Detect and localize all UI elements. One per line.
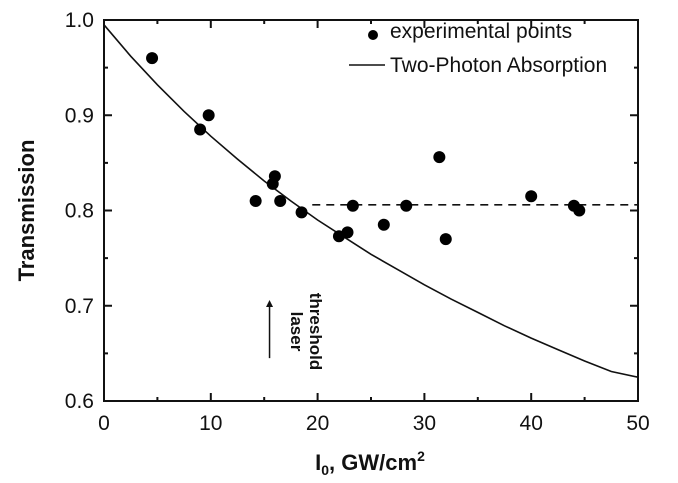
data-point xyxy=(295,206,308,219)
y-tick-label: 1.0 xyxy=(65,9,94,32)
legend: experimental points Two-Photon Absorption xyxy=(349,20,607,77)
x-tick-label: 20 xyxy=(306,412,329,435)
data-point xyxy=(268,170,281,183)
annotation-text-group: laser threshold xyxy=(287,293,325,370)
annotation-arrow-head xyxy=(266,300,274,308)
annotation: laser threshold xyxy=(266,293,325,370)
data-point xyxy=(346,199,359,212)
data-point xyxy=(146,52,159,65)
legend-label-points: experimental points xyxy=(390,20,572,43)
data-point xyxy=(194,123,207,136)
y-tick-label: 0.6 xyxy=(65,390,94,413)
data-point xyxy=(400,199,413,212)
points-layer xyxy=(146,52,586,246)
y-tick-label: 0.8 xyxy=(65,200,94,223)
curve-layer xyxy=(103,24,639,378)
annotation-text-line2: threshold xyxy=(306,293,325,370)
annotation-text-line1: laser xyxy=(287,312,306,352)
data-point xyxy=(439,233,452,246)
data-point xyxy=(377,218,390,231)
data-point xyxy=(433,151,446,164)
y-tick-label: 0.7 xyxy=(65,295,94,318)
two-photon-absorption-curve xyxy=(103,24,639,378)
plot-frame xyxy=(103,19,639,402)
x-tick-label: 30 xyxy=(413,412,436,435)
x-tick-label: 10 xyxy=(199,412,222,435)
data-point xyxy=(274,194,287,207)
legend-marker-points xyxy=(368,30,378,40)
data-point xyxy=(202,109,215,122)
data-point xyxy=(341,226,354,239)
y-axis-title: Transmission xyxy=(14,140,39,282)
x-tick-label: 40 xyxy=(520,412,543,435)
y-tick-label: 0.9 xyxy=(65,104,94,127)
axis-titles: I0, GW/cm2 Transmission xyxy=(14,140,425,478)
x-axis-title: I0, GW/cm2 xyxy=(315,448,425,478)
data-point xyxy=(573,204,586,217)
x-tick-label: 50 xyxy=(626,412,649,435)
axes: 0 10 20 30 40 50 0.6 0.7 0.8 0.9 1.0 xyxy=(65,9,650,435)
legend-label-line: Two-Photon Absorption xyxy=(390,54,607,77)
x-tick-label: 0 xyxy=(98,412,110,435)
data-point xyxy=(525,190,538,203)
data-point xyxy=(249,194,262,207)
